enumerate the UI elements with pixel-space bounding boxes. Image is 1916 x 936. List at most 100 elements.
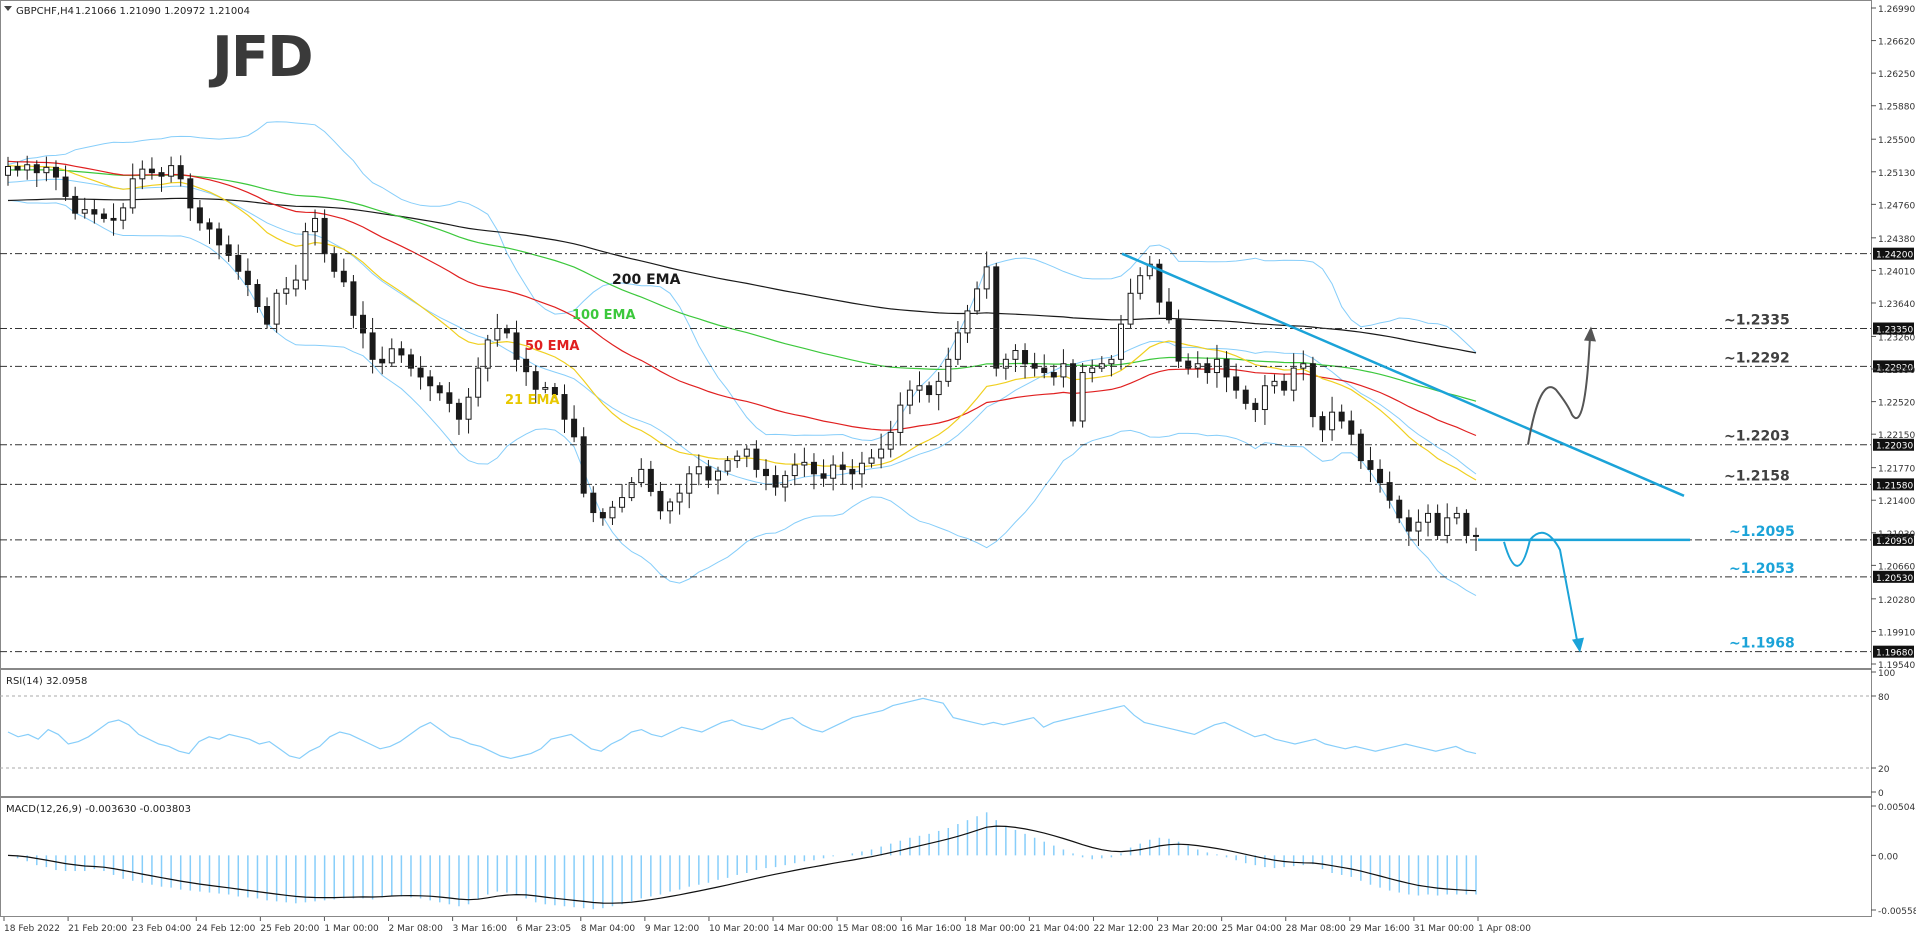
candle-bull — [475, 367, 482, 398]
candle-bear — [580, 436, 587, 494]
bullish-path — [1527, 336, 1591, 445]
candle-bear — [72, 195, 79, 214]
level-price-tag — [1873, 247, 1914, 260]
candle-bear — [225, 244, 232, 256]
price-tick-label: 1.21400 — [1878, 497, 1915, 507]
price-tick-label: 1.22150 — [1878, 431, 1915, 441]
candle-bull — [1079, 372, 1086, 422]
candle-bull — [686, 473, 693, 494]
macd-signal-line — [7, 825, 1477, 904]
candle-bear — [772, 475, 779, 488]
candle-bear — [100, 213, 107, 219]
candle-bull — [619, 497, 626, 508]
level-price-tag — [1873, 533, 1914, 546]
ema200-line — [7, 197, 1477, 354]
candle-bear — [350, 281, 357, 316]
candle-bull — [1060, 363, 1067, 378]
level-price-tag — [1873, 645, 1914, 658]
candle-bull — [667, 501, 674, 512]
price-tick-label: 1.23260 — [1878, 333, 1915, 343]
level-price-tag-text: 1.23350 — [1876, 326, 1913, 336]
candle-bull — [302, 231, 309, 281]
candle-bear — [647, 468, 654, 492]
price-tick-label: 1.21770 — [1878, 465, 1915, 475]
bollinger-lower — [7, 199, 1477, 597]
time-tick-label: 6 Mar 23:05 — [517, 924, 571, 934]
candle-bear — [436, 385, 443, 394]
candle-bull — [120, 207, 127, 221]
level-price-tag — [1873, 360, 1914, 373]
candle-bull — [676, 492, 683, 503]
rsi-panel — [0, 669, 1872, 797]
macd-panel — [0, 797, 1872, 917]
price-tick-label: 1.26250 — [1878, 70, 1915, 80]
rsi-tick-label: 100 — [1878, 669, 1895, 679]
dropdown-triangle-icon[interactable] — [4, 6, 12, 11]
bullish-arrow-icon — [1584, 326, 1596, 342]
rsi-tick-label: 20 — [1878, 765, 1890, 775]
candle-bear — [810, 461, 817, 475]
candle-bear — [52, 166, 59, 178]
candle-bull — [801, 461, 808, 466]
candle-bull — [81, 209, 88, 214]
candle-bull — [1290, 367, 1297, 391]
candle-bull — [945, 358, 952, 382]
candle-bull — [791, 464, 798, 477]
level-price-tag — [1873, 478, 1914, 491]
ema50-label: 50 EMA — [525, 339, 580, 354]
candle-bull — [484, 339, 491, 369]
price-tick-label: 1.24010 — [1878, 267, 1915, 277]
time-tick-label: 23 Feb 04:00 — [132, 924, 191, 934]
candle-bear — [1405, 517, 1412, 532]
candle-bear — [1281, 380, 1288, 391]
level-price-tag-text: 1.22030 — [1876, 442, 1913, 452]
time-tick-label: 3 Mar 16:00 — [453, 924, 508, 934]
candle-bull — [743, 448, 750, 457]
price-tick-label: 1.24760 — [1878, 201, 1915, 211]
candle-bear — [110, 217, 117, 221]
candle-bull — [628, 482, 635, 499]
candle-bear — [762, 468, 769, 477]
candle-bear — [1156, 263, 1163, 303]
candle-bull — [695, 466, 702, 475]
candle-bear — [551, 387, 558, 396]
bearish-arrow-icon — [1572, 637, 1584, 653]
candle-bull — [1012, 350, 1019, 360]
time-tick-label: 8 Mar 04:00 — [581, 924, 636, 934]
candle-bull — [858, 462, 865, 475]
time-tick-label: 21 Feb 20:00 — [68, 924, 127, 934]
candle-bear — [657, 490, 664, 512]
ema200-label: 200 EMA — [612, 272, 681, 288]
candle-bear — [753, 448, 760, 470]
candle-bull — [494, 328, 501, 341]
ema100-label: 100 EMA — [572, 308, 636, 323]
candle-bear — [1175, 319, 1182, 362]
candle-bear — [398, 348, 405, 356]
candle-bear — [532, 371, 539, 390]
candles-group — [5, 155, 1479, 552]
candle-bear — [1357, 433, 1364, 462]
candle-bull — [609, 506, 616, 519]
time-tick-label: 22 Mar 12:00 — [1093, 924, 1153, 934]
candle-bear — [1434, 512, 1441, 536]
candle-bull — [954, 332, 961, 360]
candle-bear — [340, 270, 347, 283]
level-price-tag — [1873, 322, 1914, 335]
candle-bull — [638, 468, 645, 484]
candle-bull — [935, 380, 942, 396]
bollinger-upper — [7, 121, 1477, 442]
macd-tick-label: -0.005583 — [1878, 907, 1916, 917]
price-tick-label: 1.19540 — [1878, 661, 1915, 671]
level-label: ~1.2053 — [1729, 561, 1795, 577]
candle-bear — [244, 270, 251, 285]
level-label: ~1.2292 — [1724, 350, 1790, 366]
candle-bull — [906, 389, 913, 406]
ema100-line — [7, 169, 1477, 402]
time-tick-label: 24 Feb 12:00 — [196, 924, 255, 934]
candle-bear — [321, 217, 328, 255]
candle-bull — [1002, 358, 1009, 369]
candle-bear — [820, 473, 827, 479]
ema21-label: 21 EMA — [505, 393, 560, 408]
rsi-tick-label: 0 — [1878, 789, 1884, 799]
